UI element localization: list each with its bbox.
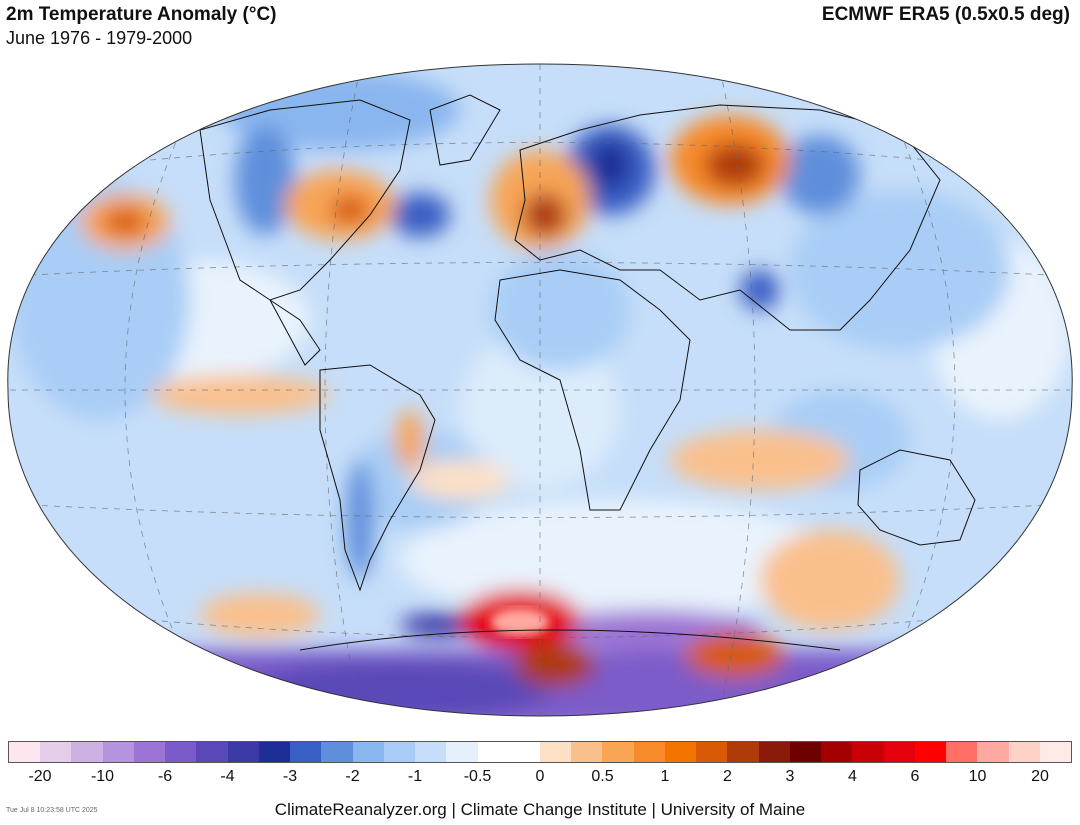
colorbar	[8, 741, 1072, 763]
colorbar-segment	[40, 742, 72, 762]
colorbar-segment	[352, 742, 384, 762]
colorbar-tick-label: -10	[90, 768, 115, 785]
timestamp: Tue Jul 8 10:23:58 UTC 2025	[6, 807, 98, 814]
colorbar-tick-label: -6	[157, 768, 173, 785]
colorbar-segment	[914, 742, 947, 762]
colorbar-segment	[1039, 742, 1071, 762]
colorbar-segment	[1008, 742, 1040, 762]
colorbar-tick-label: 1	[660, 768, 670, 785]
colorbar-segment	[727, 742, 759, 762]
map-title: 2m Temperature Anomaly (°C)	[6, 4, 277, 25]
colorbar-tick-label: 0.5	[591, 768, 614, 785]
colorbar-segment	[258, 742, 291, 762]
colorbar-segment	[102, 742, 134, 762]
credit-line: ClimateReanalyzer.org | Climate Change I…	[274, 800, 806, 819]
colorbar-tick-label: 20	[1031, 768, 1049, 785]
colorbar-segment	[383, 742, 416, 762]
colorbar-tick-label: -0.5	[463, 768, 492, 785]
colorbar-segment	[883, 742, 915, 762]
colorbar-tick-label: 3	[785, 768, 795, 785]
colorbar-tick-label: 6	[910, 768, 920, 785]
colorbar-segment	[321, 742, 353, 762]
colorbar-segment	[852, 742, 884, 762]
colorbar-segment	[664, 742, 697, 762]
colorbar-segment	[196, 742, 228, 762]
colorbar-segment	[946, 742, 978, 762]
colorbar-segment	[9, 742, 41, 762]
colorbar-segment	[633, 742, 665, 762]
colorbar-tick-label: -20	[28, 768, 52, 785]
colorbar-segment	[415, 742, 447, 762]
colorbar-segment	[71, 742, 103, 762]
colorbar-segment	[571, 742, 603, 762]
map-subtitle: June 1976 - 1979-2000	[6, 28, 193, 48]
colorbar-segment	[290, 742, 322, 762]
colorbar-ticks: -20 -10 -6 -4 -3 -2 -1 -0.5 0 0.5 1 2 3 4 6 10 20	[8, 768, 1072, 788]
world-anomaly-map	[7, 63, 1073, 717]
colorbar-tick-label: 0	[535, 768, 545, 785]
colorbar-tick-label: -1	[407, 768, 423, 785]
colorbar-tick-label: -2	[345, 768, 360, 785]
colorbar-segment	[758, 742, 790, 762]
colorbar-segment	[227, 742, 259, 762]
colorbar-tick-label: 2	[723, 768, 732, 785]
colorbar-segment	[977, 742, 1009, 762]
colorbar-segment	[821, 742, 853, 762]
colorbar-tick-label: 10	[968, 768, 987, 785]
colorbar-tick-label: -3	[282, 768, 298, 785]
colorbar-tick-label: 4	[848, 768, 857, 785]
colorbar-segment	[602, 742, 634, 762]
colorbar-segment	[133, 742, 166, 762]
colorbar-segment	[696, 742, 728, 762]
colorbar-segment	[789, 742, 822, 762]
colorbar-segment	[477, 742, 509, 762]
colorbar-segment	[446, 742, 478, 762]
colorbar-segment	[539, 742, 572, 762]
colorbar-segment	[165, 742, 197, 762]
colorbar-tick-label: -4	[220, 768, 235, 785]
data-source-label: ECMWF ERA5 (0.5x0.5 deg)	[821, 4, 1070, 25]
colorbar-segment	[508, 742, 540, 762]
